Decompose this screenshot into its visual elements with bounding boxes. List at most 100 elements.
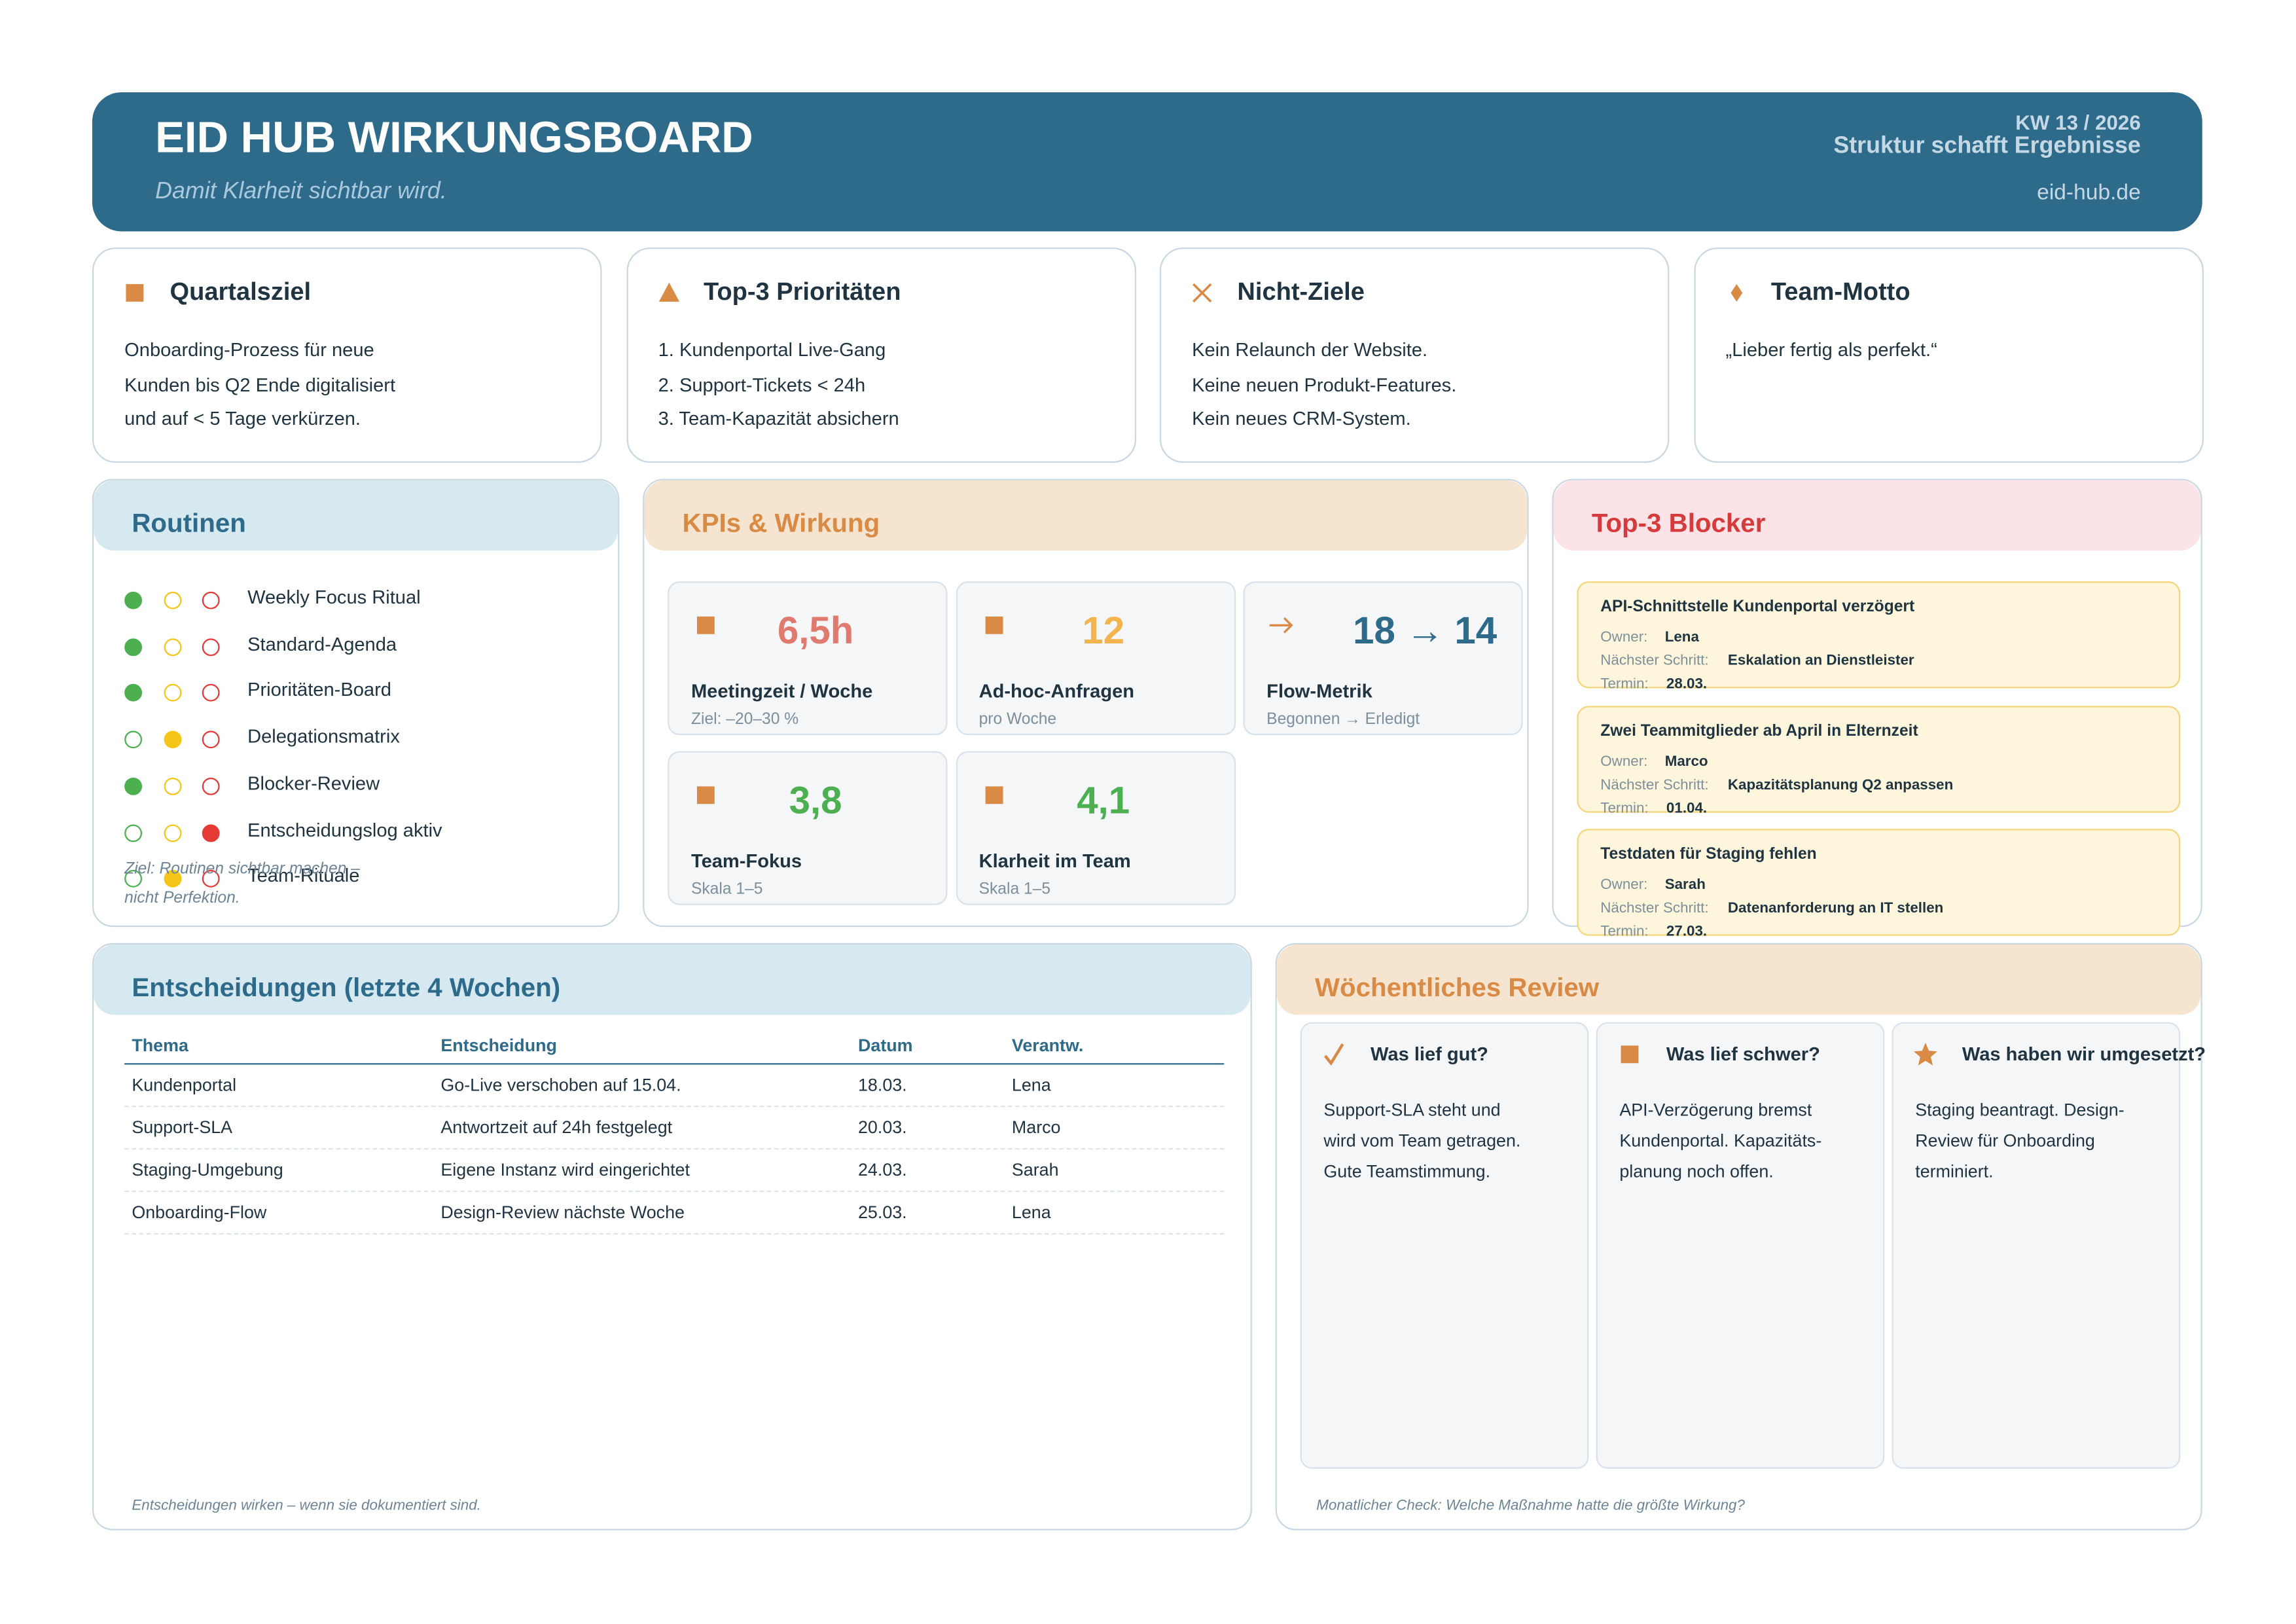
url: eid-hub.de — [2037, 180, 2141, 206]
status-light — [124, 591, 143, 609]
panel-header — [94, 944, 1251, 1015]
blocker-item: Zwei Teammitglieder ab April in Elternze… — [1577, 705, 2181, 816]
blocker-panel: Top-3 Blocker API-Schnittstelle Kundenpor… — [1552, 478, 2202, 940]
blocker-field-value: 01.04. — [1666, 800, 1708, 817]
review-title: Was haben wir umgesetzt? — [1962, 1043, 2206, 1065]
kpi-value: 6,5h — [777, 608, 854, 653]
blocker-field-value: Marco — [1664, 753, 1708, 770]
table-rule — [124, 1063, 1225, 1065]
card-title: Team-Motto — [1770, 278, 1910, 306]
icon — [984, 786, 1003, 804]
routine-label: Blocker-Review — [247, 772, 380, 794]
kpi-tile: 12 Ad-hoc-Anfragen pro Woche — [955, 581, 1236, 736]
review-line: planung noch offen. — [1619, 1161, 1774, 1182]
title: EID HUB WIRKUNGSBOARD — [155, 114, 753, 163]
info-card: Nicht-Ziele Kein Relaunch der Website. Kei… — [1159, 247, 1670, 463]
kpi-note: Skala 1–5 — [691, 880, 763, 899]
panel-title: Entscheidungen (letzte 4 Wochen) — [132, 972, 561, 1002]
kpi-value: 3,8 — [789, 778, 842, 822]
status-light — [202, 638, 220, 656]
panel-header — [1276, 944, 2201, 1015]
blocker-title: Zwei Teammitglieder ab April in Elternze… — [1600, 721, 1918, 740]
table-cell: Staging-Umgebung — [132, 1159, 283, 1180]
icon — [696, 786, 715, 804]
kpi-tile: 4,1 Klarheit im Team Skala 1–5 — [955, 751, 1236, 905]
routine-label: Weekly Focus Ritual — [247, 586, 421, 608]
review-line: Gute Teamstimmung. — [1323, 1161, 1491, 1182]
kpi-panel: KPIs & Wirkung 6,5h Meetingzeit / Woche Zie… — [643, 478, 1529, 928]
review-title: Was lief schwer? — [1666, 1043, 1820, 1065]
card-line: Kein Relaunch der Website. — [1192, 338, 1428, 361]
table-cell: 18.03. — [857, 1074, 907, 1095]
blocker-title: Testdaten für Staging fehlen — [1600, 845, 1817, 863]
slogan: Struktur schafft Ergebnisse — [1833, 134, 2141, 159]
card-line: Onboarding-Prozess für neue — [124, 338, 374, 361]
blocker-field-label: Nächster Schritt: — [1600, 776, 1709, 793]
kpi-label: Meetingzeit / Woche — [691, 679, 873, 702]
panel-header — [1553, 480, 2201, 551]
table-cell: Design-Review nächste Woche — [440, 1202, 685, 1223]
panel-title: KPIs & Wirkung — [682, 508, 880, 538]
decisions-panel: Entscheidungen (letzte 4 Wochen) Thema Ent… — [92, 943, 1252, 1530]
review-line: wird vom Team getragen. — [1323, 1130, 1521, 1151]
info-card: Team-Motto „Lieber fertig als perfekt.“ — [1693, 247, 2203, 463]
card-line: 3. Team-Kapazität absichern — [658, 407, 899, 429]
card-line: „Lieber fertig als perfekt.“ — [1725, 338, 1937, 361]
status-light — [163, 823, 181, 842]
icon — [1323, 1043, 1344, 1066]
table-header: Thema — [132, 1035, 188, 1056]
status-light — [124, 823, 143, 842]
icon — [984, 616, 1003, 634]
blocker-field-label: Nächster Schritt: — [1600, 653, 1709, 670]
blocker-field-label: Owner: — [1600, 877, 1648, 893]
blocker-field-label: Owner: — [1600, 753, 1648, 770]
row-divider — [124, 1233, 1225, 1235]
table-cell: 24.03. — [857, 1159, 907, 1180]
status-light — [124, 731, 143, 749]
status-light — [202, 870, 220, 888]
icon — [696, 616, 715, 634]
review-title: Was lief gut? — [1371, 1043, 1488, 1065]
table-cell: Go-Live verschoben auf 15.04. — [440, 1074, 681, 1095]
routine-label: Entscheidungslog aktiv — [247, 818, 442, 840]
routine-label: Prioritäten-Board — [247, 679, 391, 701]
table-cell: Sarah — [1011, 1159, 1059, 1180]
status-light — [202, 684, 220, 702]
review-line: Support-SLA steht und — [1323, 1099, 1501, 1121]
kpi-note: Skala 1–5 — [978, 880, 1051, 899]
panel-title: Wöchentliches Review — [1315, 972, 1600, 1002]
blocker-field-value: 27.03. — [1666, 924, 1708, 941]
status-light — [124, 870, 143, 888]
review-line: Kundenportal. Kapazitäts- — [1619, 1130, 1822, 1151]
kpi-tile: 3,8 Team-Fokus Skala 1–5 — [668, 751, 948, 905]
status-light — [124, 777, 143, 795]
row-divider — [124, 1147, 1225, 1150]
card-title: Nicht-Ziele — [1237, 278, 1365, 306]
status-light — [202, 823, 220, 842]
status-light — [124, 684, 143, 702]
panel-header — [94, 480, 619, 551]
blocker-item: Testdaten für Staging fehlen Owner: Sarah N… — [1577, 829, 2181, 940]
kpi-note: pro Woche — [978, 710, 1057, 729]
blocker-field-label: Termin: — [1600, 800, 1649, 817]
kpi-value: 18 → 14 — [1353, 608, 1498, 653]
review-line: API-Verzögerung bremst — [1619, 1099, 1812, 1121]
blocker-field-value: Lena — [1664, 629, 1699, 646]
status-light — [163, 870, 181, 888]
routine-label: Standard-Agenda — [247, 632, 397, 655]
panel-title: Routinen — [132, 508, 246, 538]
card-title: Quartalsziel — [170, 278, 312, 306]
kpi-note: Begonnen → Erledigt — [1266, 710, 1420, 729]
table-cell: Marco — [1011, 1117, 1061, 1138]
review-column: Was haben wir umgesetzt? Staging beantrag… — [1892, 1022, 2206, 1469]
blocker-field-label: Owner: — [1600, 629, 1648, 646]
table-cell: Onboarding-Flow — [132, 1202, 267, 1223]
header: EID HUB WIRKUNGSBOARD Damit Klarheit sich… — [92, 92, 2202, 232]
card-line: Keine neuen Produkt-Features. — [1192, 372, 1457, 395]
table-cell: 25.03. — [857, 1202, 907, 1223]
card-line: Kein neues CRM-System. — [1192, 407, 1411, 429]
blocker-field-value: Sarah — [1664, 877, 1706, 893]
review-line: terminiert. — [1915, 1161, 1994, 1182]
info-card: Top-3 Prioritäten 1. Kundenportal Live-Ga… — [626, 247, 1136, 463]
